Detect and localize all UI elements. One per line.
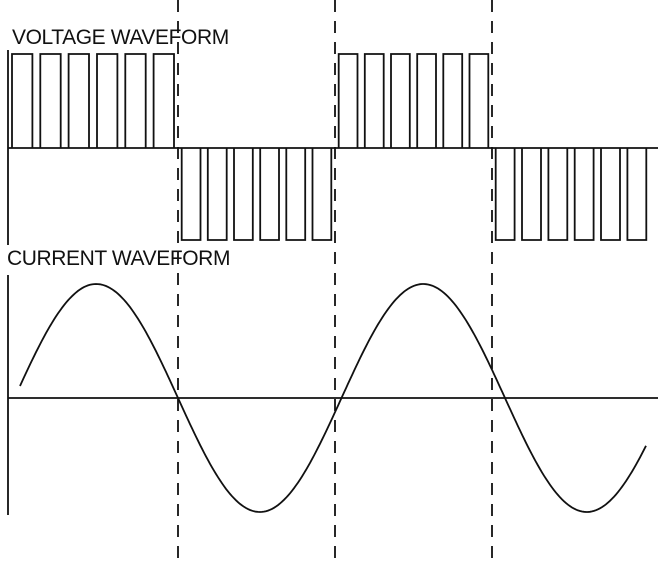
voltage-pulse	[311, 148, 333, 241]
voltage-pulse	[494, 148, 516, 241]
voltage-pulse	[521, 148, 542, 241]
voltage-pulse	[337, 53, 359, 148]
voltage-pulse	[285, 148, 307, 241]
voltage-pulse	[600, 148, 621, 241]
voltage-pulse	[124, 53, 147, 148]
voltage-pulse	[259, 148, 280, 241]
voltage-pulse	[390, 53, 411, 148]
voltage-pulse	[442, 53, 464, 148]
voltage-pulse	[11, 53, 34, 148]
voltage-pulse	[39, 53, 62, 148]
current-sine-curve	[19, 283, 647, 513]
current-waveform-label: CURRENT WAVEFORM	[7, 247, 231, 270]
voltage-pulse	[468, 53, 490, 148]
voltage-pulse	[233, 148, 254, 241]
voltage-pulse	[67, 53, 90, 148]
voltage-axes	[7, 50, 658, 245]
voltage-waveform-label: VOLTAGE WAVEFORM	[12, 26, 229, 49]
voltage-pulse	[573, 148, 595, 241]
current-sine-wave	[19, 283, 647, 513]
half-cycle-dividers	[177, 0, 493, 562]
current-axes	[7, 275, 658, 515]
voltage-pulse	[152, 53, 175, 148]
voltage-pulse	[626, 148, 648, 241]
voltage-pulse	[416, 53, 437, 148]
voltage-pulse	[96, 53, 119, 148]
voltage-pulse	[547, 148, 569, 241]
voltage-pulse	[206, 148, 228, 241]
voltage-pulse	[180, 148, 202, 241]
voltage-pulse	[363, 53, 385, 148]
voltage-pulse-train	[11, 53, 648, 241]
